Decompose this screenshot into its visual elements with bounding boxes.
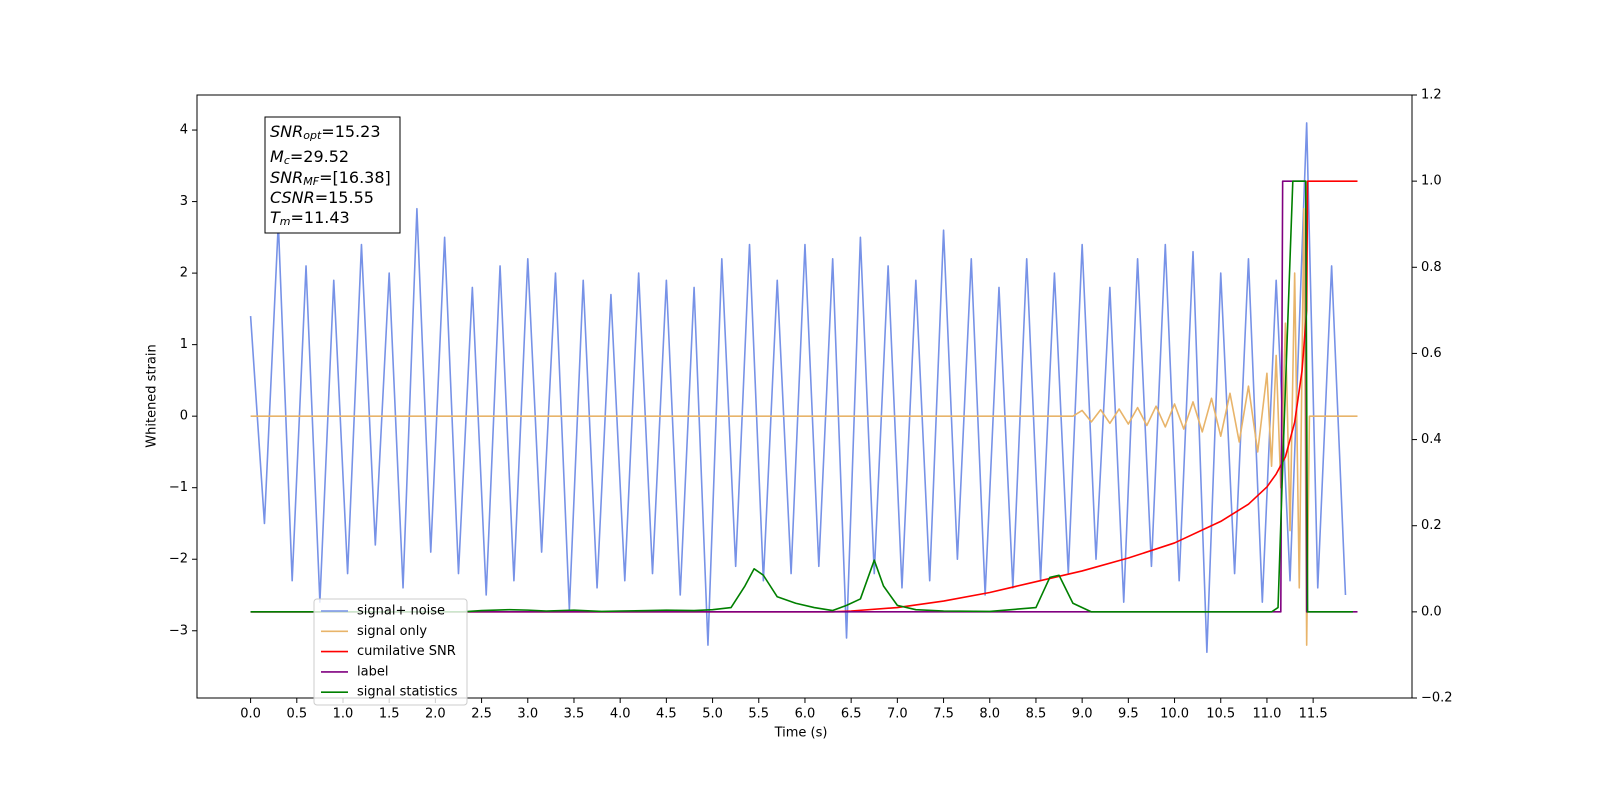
y2-tick-label: 1.0: [1421, 174, 1442, 189]
x-tick-label: 7.5: [933, 707, 954, 722]
annotation-symbol: M: [270, 147, 284, 166]
x-tick-label: 10.0: [1160, 707, 1189, 722]
x-tick-label: 4.0: [610, 707, 631, 722]
x-tick-label: 6.0: [795, 707, 816, 722]
annotation: Tm=11.43: [270, 208, 350, 229]
annotation-symbol: SNR: [270, 122, 303, 141]
x-tick-label: 5.0: [702, 707, 723, 722]
x-tick-label: 4.5: [656, 707, 677, 722]
x-tick-label: 11.5: [1299, 707, 1328, 722]
plot-frame: [196, 94, 1413, 699]
y-tick-label: −1: [169, 480, 188, 495]
annotation-value: =29.52: [290, 147, 349, 166]
legend-label: signal statistics: [357, 685, 458, 700]
y-tick-label: 2: [180, 266, 188, 281]
x-tick-label: 5.5: [748, 707, 769, 722]
y2-tick-label: 0.8: [1421, 260, 1442, 275]
annotation-box: [264, 116, 401, 234]
x-tick-label: 3.0: [517, 707, 538, 722]
annotation-symbol: SNR: [270, 168, 303, 187]
annotation: CSNR=15.55: [270, 188, 374, 207]
y2-tick-label: 0.4: [1421, 432, 1442, 447]
annotation-symbol: CSNR: [270, 188, 315, 207]
x-tick-label: 3.5: [564, 707, 585, 722]
annotation-subscript: MF: [303, 175, 319, 188]
annotation-subscript: c: [284, 154, 290, 167]
legend-label: cumilative SNR: [357, 644, 456, 659]
annotation-subscript: m: [280, 215, 291, 228]
y2-tick-label: 0.6: [1421, 346, 1442, 361]
x-tick-label: 8.5: [1026, 707, 1047, 722]
legend-label: label: [357, 664, 388, 679]
x-tick-label: 10.5: [1206, 707, 1235, 722]
series-line: [249, 122, 1347, 654]
x-tick-label: 2.5: [471, 707, 492, 722]
x-tick-label: 11.0: [1252, 707, 1281, 722]
y-tick-label: 3: [180, 194, 188, 209]
x-tick-label: 2.0: [425, 707, 446, 722]
annotation: Mc=29.52: [270, 147, 349, 168]
x-tick-label: 9.5: [1118, 707, 1139, 722]
annotation-value: =11.43: [291, 208, 350, 227]
annotation-subscript: opt: [303, 129, 322, 142]
x-tick-label: 9.0: [1072, 707, 1093, 722]
legend-label: signal+ noise: [357, 604, 445, 619]
x-axis-label: Time (s): [774, 726, 828, 741]
x-tick-label: 6.5: [841, 707, 862, 722]
y2-tick-label: −0.2: [1421, 691, 1453, 706]
y-tick-label: −3: [169, 623, 188, 638]
annotation: SNRopt=15.23: [270, 122, 381, 143]
annotation-value: =15.55: [315, 188, 374, 207]
y-tick-label: −2: [169, 552, 188, 567]
x-tick-label: 0.0: [240, 707, 261, 722]
y-tick-label: 4: [180, 123, 188, 138]
y2-tick-label: 0.2: [1421, 518, 1442, 533]
annotation-value: =15.23: [321, 122, 380, 141]
y-tick-label: 0: [180, 409, 188, 424]
legend-label: signal only: [357, 624, 427, 639]
x-tick-label: 0.5: [286, 707, 307, 722]
x-tick-label: 7.0: [887, 707, 908, 722]
annotation-value: =[16.38]: [319, 168, 391, 187]
legend-box: [313, 598, 468, 706]
series-line: [250, 180, 1353, 613]
x-tick-label: 1.0: [333, 707, 354, 722]
y2-tick-label: 0.0: [1421, 604, 1442, 619]
y-tick-label: 1: [180, 337, 188, 352]
series-line: [250, 207, 1358, 646]
x-tick-label: 1.5: [379, 707, 400, 722]
y-axis-label: Whitened strain: [145, 344, 160, 447]
x-tick-label: 8.0: [979, 707, 1000, 722]
annotation: SNRMF=[16.38]: [270, 168, 391, 189]
y2-tick-label: 1.2: [1421, 88, 1442, 103]
annotation-symbol: T: [270, 208, 281, 227]
